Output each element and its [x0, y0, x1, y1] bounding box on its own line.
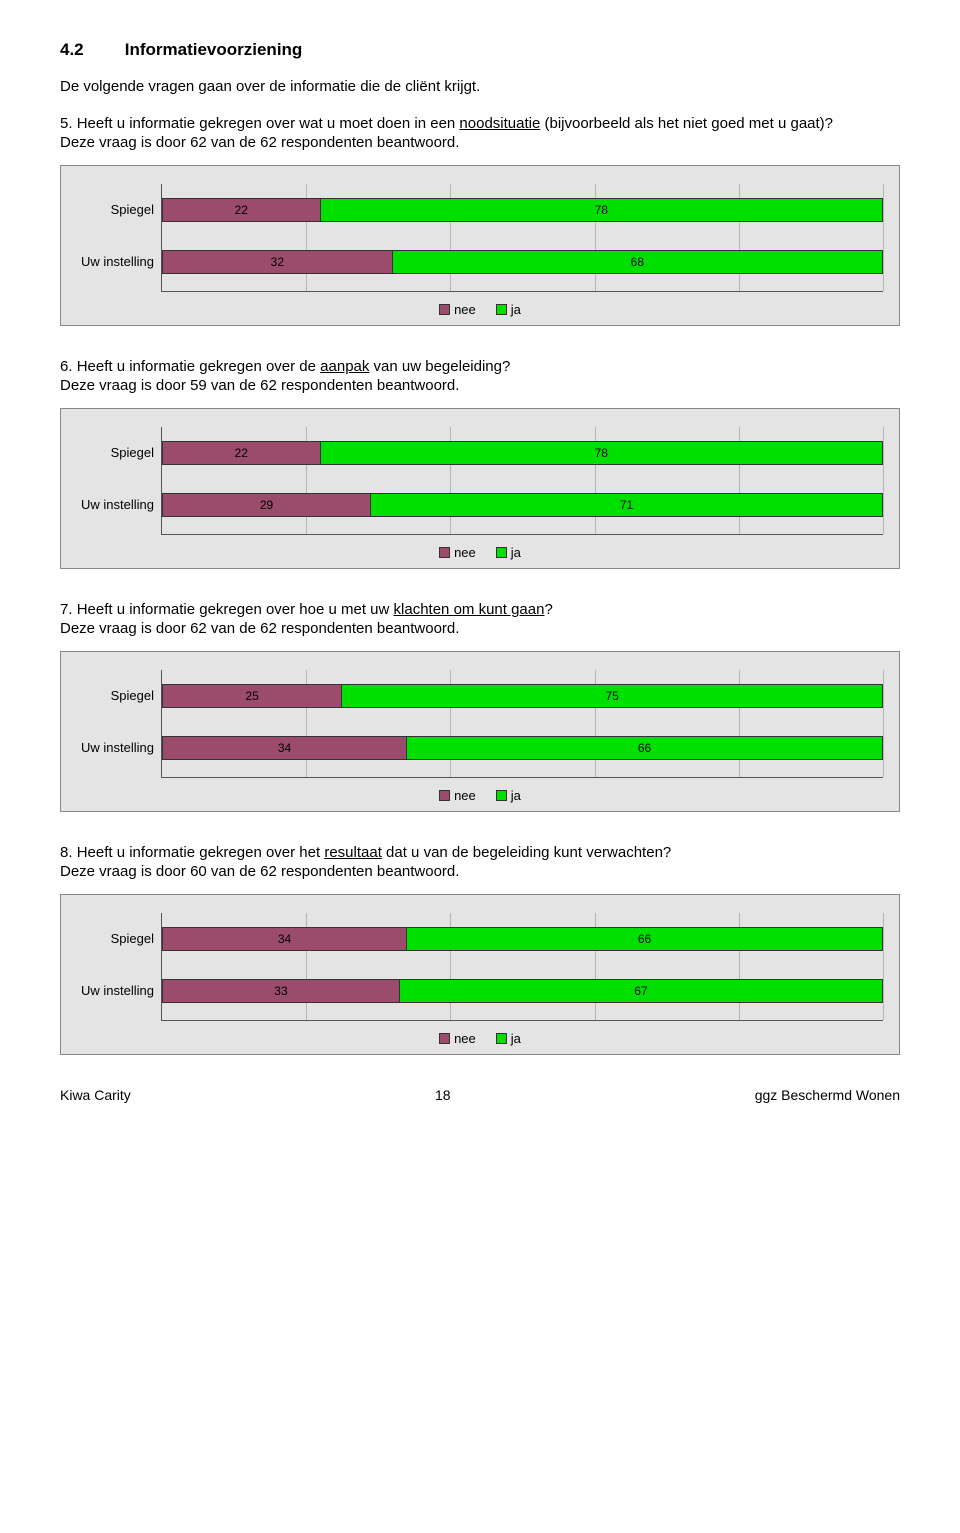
y-axis-label: Spiegel	[68, 684, 154, 708]
question-text: 6. Heeft u informatie gekregen over de a…	[60, 358, 900, 375]
plot-area: SpiegelUw instelling22782971	[161, 427, 883, 535]
legend-swatch-icon	[439, 304, 450, 315]
bar-segment-ja: 71	[371, 493, 883, 517]
y-axis-label: Uw instelling	[68, 979, 154, 1003]
question-underline: resultaat	[324, 844, 382, 861]
gridline	[883, 427, 884, 534]
bar-row: 2278	[162, 198, 883, 222]
legend-item-ja: ja	[496, 302, 521, 317]
bar-segment-ja: 75	[342, 684, 883, 708]
bar-segment-nee: 34	[162, 736, 407, 760]
bar-segment-nee: 32	[162, 250, 393, 274]
bar-chart: Spiegel Uw instelling 2278 2971 nee ja	[60, 408, 900, 569]
bar-segment-nee: 33	[162, 979, 400, 1003]
bar-chart: Spiegel Uw instelling 2278 3268 nee ja	[60, 165, 900, 326]
footer-page-number: 18	[435, 1087, 451, 1103]
question-number: 5.	[60, 115, 77, 132]
question-text: 7. Heeft u informatie gekregen over hoe …	[60, 601, 900, 618]
y-axis-label: Uw instelling	[68, 493, 154, 517]
question-subtext: Deze vraag is door 62 van de 62 responde…	[60, 134, 900, 151]
question-subtext: Deze vraag is door 60 van de 62 responde…	[60, 863, 900, 880]
question-underline: klachten om kunt gaan	[394, 601, 545, 618]
bar-segment-ja: 78	[321, 198, 883, 222]
legend-swatch-icon	[496, 1033, 507, 1044]
legend-item-nee: nee	[439, 788, 476, 803]
bar-row: 3367	[162, 979, 883, 1003]
bar-segment-nee: 25	[162, 684, 342, 708]
bar-segment-ja: 67	[400, 979, 883, 1003]
y-axis-label: Spiegel	[68, 441, 154, 465]
legend-item-ja: ja	[496, 788, 521, 803]
plot-area: SpiegelUw instelling25753466	[161, 670, 883, 778]
legend-swatch-icon	[439, 547, 450, 558]
legend-swatch-icon	[439, 790, 450, 801]
question-text: 5. Heeft u informatie gekregen over wat …	[60, 115, 900, 132]
footer-left: Kiwa Carity	[60, 1087, 131, 1103]
legend-swatch-icon	[439, 1033, 450, 1044]
y-axis-label: Uw instelling	[68, 736, 154, 760]
bar-chart: Spiegel Uw instelling 2575 3466 nee ja	[60, 651, 900, 812]
bar-chart: Spiegel Uw instelling 3466 3367 nee ja	[60, 894, 900, 1055]
question-block: 7. Heeft u informatie gekregen over hoe …	[60, 601, 900, 812]
question-number: 7.	[60, 601, 77, 618]
chart-legend: nee ja	[71, 545, 889, 560]
chart-legend: nee ja	[71, 1031, 889, 1046]
legend-item-ja: ja	[496, 1031, 521, 1046]
bar-segment-nee: 34	[162, 927, 407, 951]
question-number: 6.	[60, 358, 77, 375]
gridline	[883, 184, 884, 291]
chart-legend: nee ja	[71, 302, 889, 317]
legend-swatch-icon	[496, 547, 507, 558]
bar-row: 3466	[162, 736, 883, 760]
bar-segment-nee: 22	[162, 441, 321, 465]
legend-item-nee: nee	[439, 302, 476, 317]
question-underline: aanpak	[320, 358, 369, 375]
bar-segment-ja: 68	[393, 250, 883, 274]
plot-area: SpiegelUw instelling22783268	[161, 184, 883, 292]
bar-segment-ja: 66	[407, 927, 883, 951]
chart-legend: nee ja	[71, 788, 889, 803]
gridline	[883, 670, 884, 777]
legend-item-nee: nee	[439, 545, 476, 560]
bar-segment-ja: 78	[321, 441, 883, 465]
question-block: 5. Heeft u informatie gekregen over wat …	[60, 115, 900, 326]
legend-swatch-icon	[496, 304, 507, 315]
question-block: 6. Heeft u informatie gekregen over de a…	[60, 358, 900, 569]
legend-item-nee: nee	[439, 1031, 476, 1046]
y-axis-label: Uw instelling	[68, 250, 154, 274]
question-number: 8.	[60, 844, 77, 861]
y-axis-label: Spiegel	[68, 927, 154, 951]
question-text: 8. Heeft u informatie gekregen over het …	[60, 844, 900, 861]
page-footer: Kiwa Carity 18 ggz Beschermd Wonen	[60, 1087, 900, 1103]
question-subtext: Deze vraag is door 59 van de 62 responde…	[60, 377, 900, 394]
question-block: 8. Heeft u informatie gekregen over het …	[60, 844, 900, 1055]
bar-row: 3268	[162, 250, 883, 274]
question-underline: noodsituatie	[459, 115, 540, 132]
bar-row: 2278	[162, 441, 883, 465]
legend-swatch-icon	[496, 790, 507, 801]
bar-row: 2971	[162, 493, 883, 517]
question-subtext: Deze vraag is door 62 van de 62 responde…	[60, 620, 900, 637]
intro-text: De volgende vragen gaan over de informat…	[60, 78, 900, 95]
heading-number: 4.2	[60, 40, 120, 60]
y-axis-label: Spiegel	[68, 198, 154, 222]
heading-title: Informatievoorziening	[125, 40, 303, 59]
bar-segment-nee: 22	[162, 198, 321, 222]
section-heading: 4.2 Informatievoorziening	[60, 40, 900, 60]
legend-item-ja: ja	[496, 545, 521, 560]
gridline	[883, 913, 884, 1020]
bar-segment-ja: 66	[407, 736, 883, 760]
bar-row: 2575	[162, 684, 883, 708]
bar-segment-nee: 29	[162, 493, 371, 517]
plot-area: SpiegelUw instelling34663367	[161, 913, 883, 1021]
bar-row: 3466	[162, 927, 883, 951]
footer-right: ggz Beschermd Wonen	[755, 1087, 900, 1103]
